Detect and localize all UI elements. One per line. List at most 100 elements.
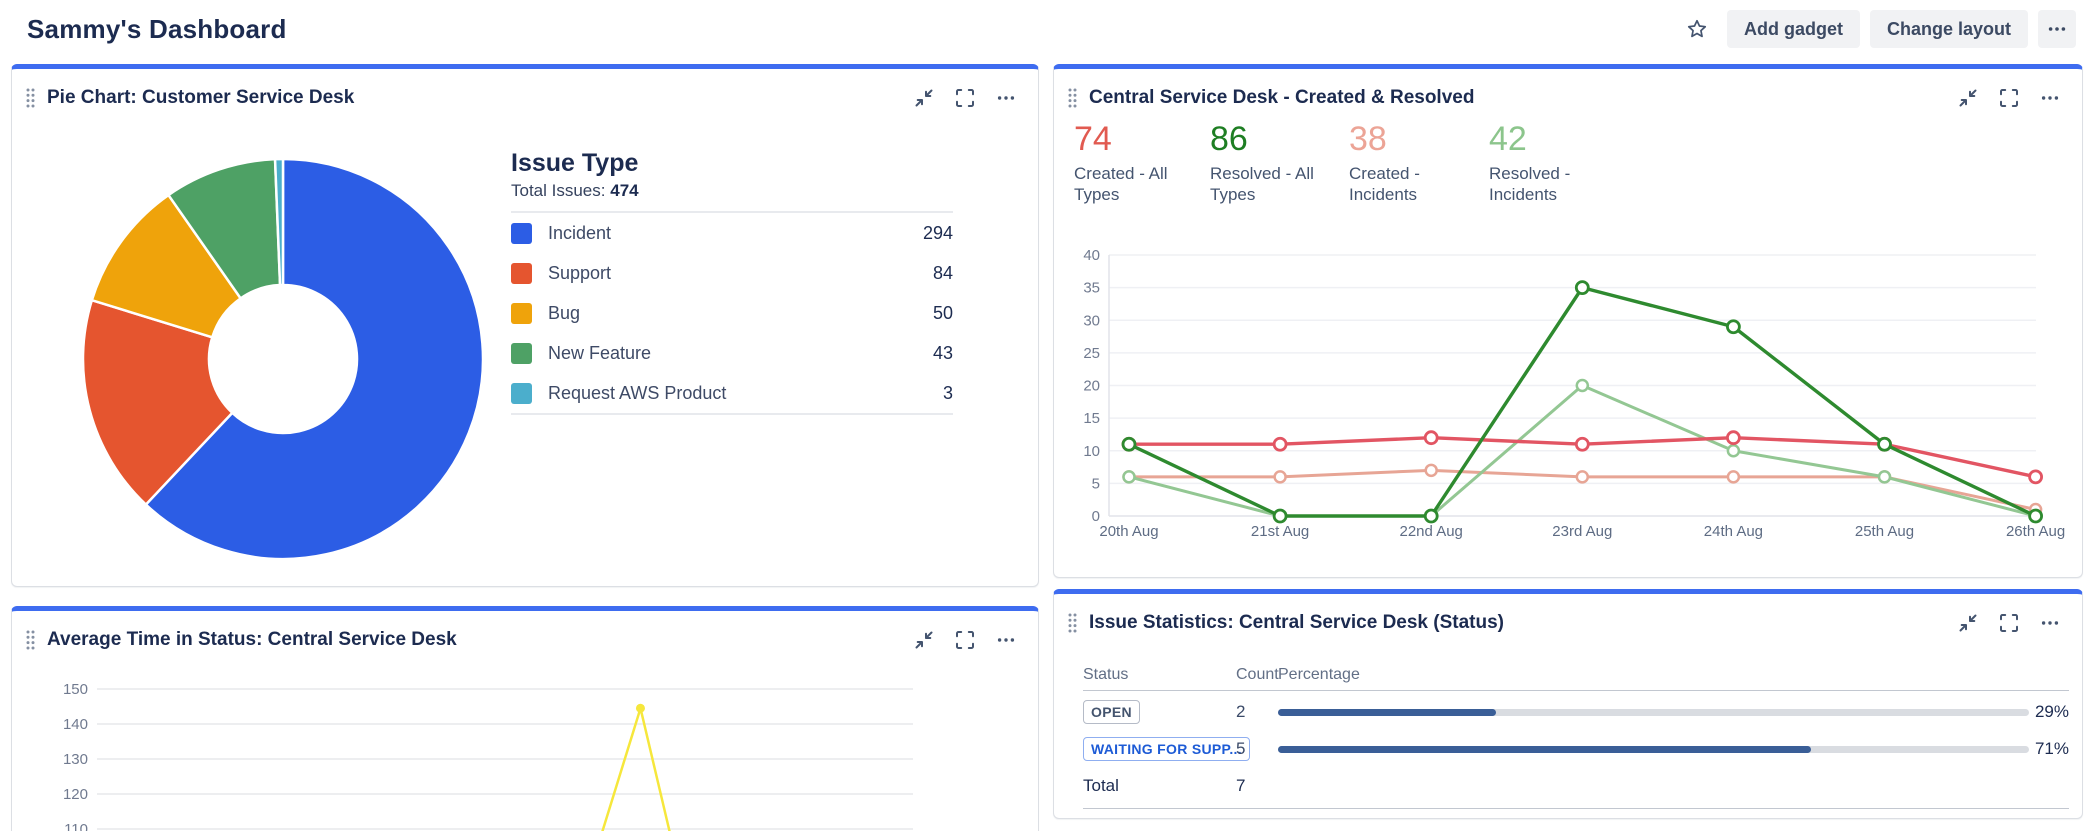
- axis-label: 10: [1083, 443, 1100, 460]
- stat-label: Created - All Types: [1074, 164, 1168, 204]
- drag-handle-icon[interactable]: [25, 628, 36, 652]
- data-point-resolved-incidents[interactable]: [1575, 378, 1590, 393]
- axis-label: 22nd Aug: [1399, 523, 1462, 540]
- stat-created-incidents: 38 Created - Incidents: [1349, 119, 1479, 205]
- collapse-icon[interactable]: [1956, 611, 1980, 635]
- pie-slice-support[interactable]: [81, 298, 235, 507]
- legend-label: Support: [548, 262, 612, 283]
- divider: [1083, 690, 2069, 691]
- avg-time-line-chart: 150 140 130 120 110: [63, 681, 913, 831]
- data-point-resolved-all-types[interactable]: [2028, 508, 2043, 524]
- dashboard-more-button[interactable]: [2038, 10, 2076, 48]
- legend-value: 84: [932, 262, 953, 283]
- data-point-created-incidents[interactable]: [1575, 470, 1590, 484]
- legend-label: Bug: [548, 302, 581, 323]
- more-icon: [2048, 27, 2066, 31]
- drag-handle-icon[interactable]: [1067, 86, 1078, 110]
- pie-slice-incident[interactable]: [144, 157, 485, 561]
- gadget-header: Central Service Desk - Created & Resolve…: [1054, 69, 2082, 110]
- data-point-peak[interactable]: [635, 703, 645, 713]
- header-actions: Add gadget Change layout: [1677, 10, 2076, 48]
- data-point-resolved-all-types[interactable]: [1877, 436, 1892, 452]
- expand-icon[interactable]: [953, 628, 977, 652]
- data-point-created-all-types[interactable]: [1423, 430, 1439, 446]
- percent-bar-fill: [1278, 708, 1496, 716]
- expand-icon[interactable]: [953, 86, 977, 110]
- table-row-open: OPEN 2 29%: [1083, 699, 2069, 725]
- axis-label: 140: [63, 716, 88, 733]
- percent-bar-fill: [1278, 745, 1812, 753]
- data-point-created-all-types[interactable]: [2028, 469, 2043, 485]
- gadget-more-icon[interactable]: [2038, 86, 2062, 110]
- axis-label: 30: [1083, 312, 1100, 329]
- legend-label: Request AWS Product: [548, 382, 727, 403]
- legend-value: 3: [942, 382, 953, 403]
- data-point-resolved-all-types[interactable]: [1574, 280, 1590, 296]
- pie-slice-bug[interactable]: [90, 193, 243, 339]
- change-layout-button[interactable]: Change layout: [1869, 10, 2028, 48]
- percent-label: 71%: [2034, 739, 2069, 758]
- data-point-created-all-types[interactable]: [1574, 436, 1590, 452]
- legend-item-new-feature[interactable]: New Feature 43: [511, 333, 953, 373]
- add-gadget-button[interactable]: Add gadget: [1726, 10, 1860, 48]
- stat-value: 38: [1349, 120, 1387, 158]
- gadget-header: Pie Chart: Customer Service Desk: [12, 69, 1038, 110]
- data-point-created-all-types[interactable]: [1272, 436, 1288, 452]
- data-point-resolved-incidents[interactable]: [1877, 470, 1892, 484]
- axis-label: 20: [1083, 378, 1100, 395]
- drag-handle-icon[interactable]: [1067, 611, 1078, 635]
- gadget-title: Issue Statistics: Central Service Desk (…: [1089, 612, 1505, 633]
- pie-legend-rows: Incident 294 Support 84 Bug 50 New Feature 43 Re…: [511, 211, 953, 415]
- legend-item-request-aws-product[interactable]: Request AWS Product 3: [511, 373, 953, 413]
- data-point-resolved-all-types[interactable]: [1423, 508, 1439, 524]
- gadget-header: Issue Statistics: Central Service Desk (…: [1054, 594, 2082, 635]
- legend-item-support[interactable]: Support 84: [511, 253, 953, 293]
- stat-resolved-all-types: 86 Resolved - All Types: [1210, 119, 1340, 205]
- favorite-star-button[interactable]: [1677, 10, 1717, 48]
- data-point-created-incidents[interactable]: [1273, 470, 1287, 484]
- gadget-more-icon[interactable]: [2038, 611, 2062, 635]
- axis-label: 120: [63, 786, 88, 803]
- axis-label: 23rd Aug: [1552, 523, 1612, 540]
- legend-label: New Feature: [548, 342, 652, 363]
- pie-slice-request-aws-product[interactable]: [273, 157, 285, 287]
- gadget-more-icon[interactable]: [994, 86, 1018, 110]
- legend-value: 43: [932, 342, 953, 363]
- data-point-created-all-types[interactable]: [1726, 430, 1741, 446]
- table-header: Status Count Percentage: [1083, 666, 2069, 684]
- drag-handle-icon[interactable]: [25, 86, 36, 110]
- data-point-resolved-all-types[interactable]: [1726, 319, 1741, 335]
- data-point-created-incidents[interactable]: [1726, 470, 1741, 484]
- gadget-pie-chart: Pie Chart: Customer Service Desk Issue T…: [11, 64, 1039, 587]
- table-row-waiting-for-supp: WAITING FOR SUPP... 5 71%: [1083, 736, 2069, 762]
- data-point-created-incidents[interactable]: [1424, 463, 1438, 478]
- collapse-icon[interactable]: [912, 628, 936, 652]
- legend-item-incident[interactable]: Incident 294: [511, 213, 953, 253]
- row-count: 2: [1236, 702, 1246, 721]
- axis-label: 25th Aug: [1855, 523, 1914, 540]
- gadget-more-icon[interactable]: [994, 628, 1018, 652]
- status-badge[interactable]: OPEN: [1083, 700, 1140, 724]
- legend-item-bug[interactable]: Bug 50: [511, 293, 953, 333]
- status-badge[interactable]: WAITING FOR SUPP...: [1083, 737, 1250, 761]
- stat-value: 42: [1489, 120, 1527, 158]
- stat-created-all-types: 74 Created - All Types: [1074, 119, 1204, 205]
- expand-icon[interactable]: [1997, 611, 2021, 635]
- data-point-resolved-incidents[interactable]: [1122, 470, 1136, 484]
- collapse-icon[interactable]: [912, 86, 936, 110]
- data-point-resolved-all-types[interactable]: [1272, 508, 1288, 524]
- percent-bar-track: [1278, 708, 2029, 716]
- legend-value: 50: [932, 302, 953, 323]
- legend-swatch: [511, 382, 532, 404]
- issue-type-donut-chart: [81, 157, 485, 561]
- axis-label: 35: [1083, 280, 1100, 297]
- legend-swatch: [511, 342, 532, 364]
- stat-value: 74: [1074, 120, 1112, 158]
- collapse-icon[interactable]: [1956, 86, 1980, 110]
- data-point-resolved-all-types[interactable]: [1121, 436, 1137, 452]
- axis-label: 0: [1092, 508, 1100, 525]
- data-point-resolved-incidents[interactable]: [1726, 444, 1741, 458]
- gadget-title: Central Service Desk - Created & Resolve…: [1089, 87, 1475, 108]
- expand-icon[interactable]: [1997, 86, 2021, 110]
